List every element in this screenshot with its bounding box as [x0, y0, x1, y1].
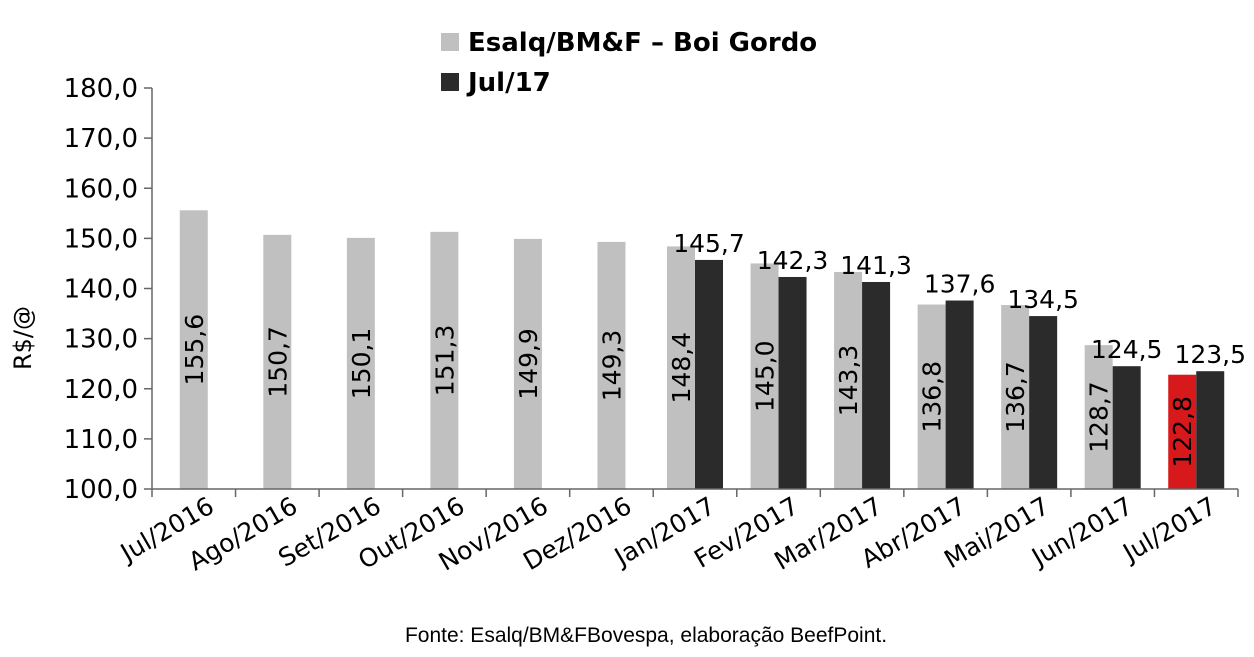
value-label-series-1: 150,1: [347, 328, 376, 400]
bar-series-1: [597, 241, 626, 489]
bar-series-1: [346, 237, 375, 489]
value-label-series-1: 150,7: [263, 326, 292, 398]
y-tick-label: 130,0: [64, 325, 138, 355]
bar-series-1: [750, 263, 779, 489]
value-label-series-1: 148,4: [667, 332, 696, 404]
bar-series-2: [1112, 366, 1141, 489]
value-label-series-1: 136,8: [918, 361, 947, 433]
bar-series-2: [778, 276, 807, 489]
bar-series-1: [667, 246, 695, 489]
value-label-series-2: 124,5: [1091, 335, 1163, 364]
value-label-series-1: 149,9: [514, 328, 543, 400]
bar-series-1: [513, 238, 542, 489]
value-label-series-1: 155,6: [180, 314, 209, 386]
value-label-series-1: 143,3: [834, 345, 863, 417]
bar-series-2: [695, 259, 723, 489]
bar-series-1: [1084, 345, 1113, 489]
x-tick-label: Jul/2017: [1116, 491, 1221, 568]
y-tick-label: 150,0: [64, 224, 138, 254]
value-label-series-2: 145,7: [673, 229, 745, 258]
legend-swatch-series-2: [441, 73, 459, 91]
legend: Esalq/BM&F – Boi Gordo Jul/17: [441, 28, 817, 98]
legend-label-series-1: Esalq/BM&F – Boi Gordo: [468, 28, 817, 58]
value-label-series-1: 145,0: [751, 340, 780, 412]
legend-swatch-series-1: [441, 33, 459, 51]
y-tick-label: 180,0: [64, 74, 138, 104]
source-note: Fonte: Esalq/BM&FBovespa, elaboração Bee…: [405, 624, 887, 647]
bar-series-2: [1029, 316, 1058, 489]
bar-series-1: [263, 234, 292, 489]
bar-series-1: [1168, 374, 1197, 489]
y-tick-label: 110,0: [64, 425, 138, 455]
value-label-series-1: 128,7: [1085, 381, 1114, 453]
value-label-series-2: 141,3: [840, 251, 912, 280]
y-axis-ticks: 100,0 110,0 120,0 130,0 140,0 150,0 160,0 170,0…: [64, 74, 152, 505]
value-label-series-2: 134,5: [1007, 285, 1079, 314]
y-tick-label: 170,0: [64, 124, 138, 154]
bar-series-2: [862, 281, 891, 489]
legend-label-series-2: Jul/17: [466, 68, 551, 98]
bar-series-2: [945, 300, 974, 489]
value-label-series-2: 142,3: [757, 246, 829, 275]
value-label-series-2: 137,6: [924, 270, 996, 299]
bar-series-1: [834, 271, 863, 489]
bar-series-1: [430, 231, 459, 489]
y-axis-title: R$/@: [9, 306, 37, 370]
x-axis-labels: Jul/2016Ago/2016Set/2016Out/2016Nov/2016…: [114, 491, 1221, 577]
bar-series-1: [917, 304, 946, 489]
y-tick-label: 140,0: [64, 275, 138, 305]
y-tick-label: 160,0: [64, 174, 138, 204]
bar-series-1: [1001, 305, 1030, 489]
value-label-series-1: 136,7: [1001, 361, 1030, 433]
axes: [151, 88, 1239, 497]
bar-series-2: [1196, 371, 1225, 489]
value-label-series-1: 149,3: [597, 330, 626, 402]
bars: [179, 210, 1225, 489]
y-tick-label: 120,0: [64, 375, 138, 405]
y-tick-label: 100,0: [64, 475, 138, 505]
value-label-series-1: 122,8: [1168, 396, 1197, 468]
value-label-series-2: 123,5: [1174, 340, 1246, 369]
value-label-series-1: 151,3: [430, 325, 459, 397]
value-labels: 155,6 150,7 150,1 151,3 149,9 149,3 148,4 145,7…: [180, 229, 1246, 468]
bar-series-1: [179, 210, 208, 489]
